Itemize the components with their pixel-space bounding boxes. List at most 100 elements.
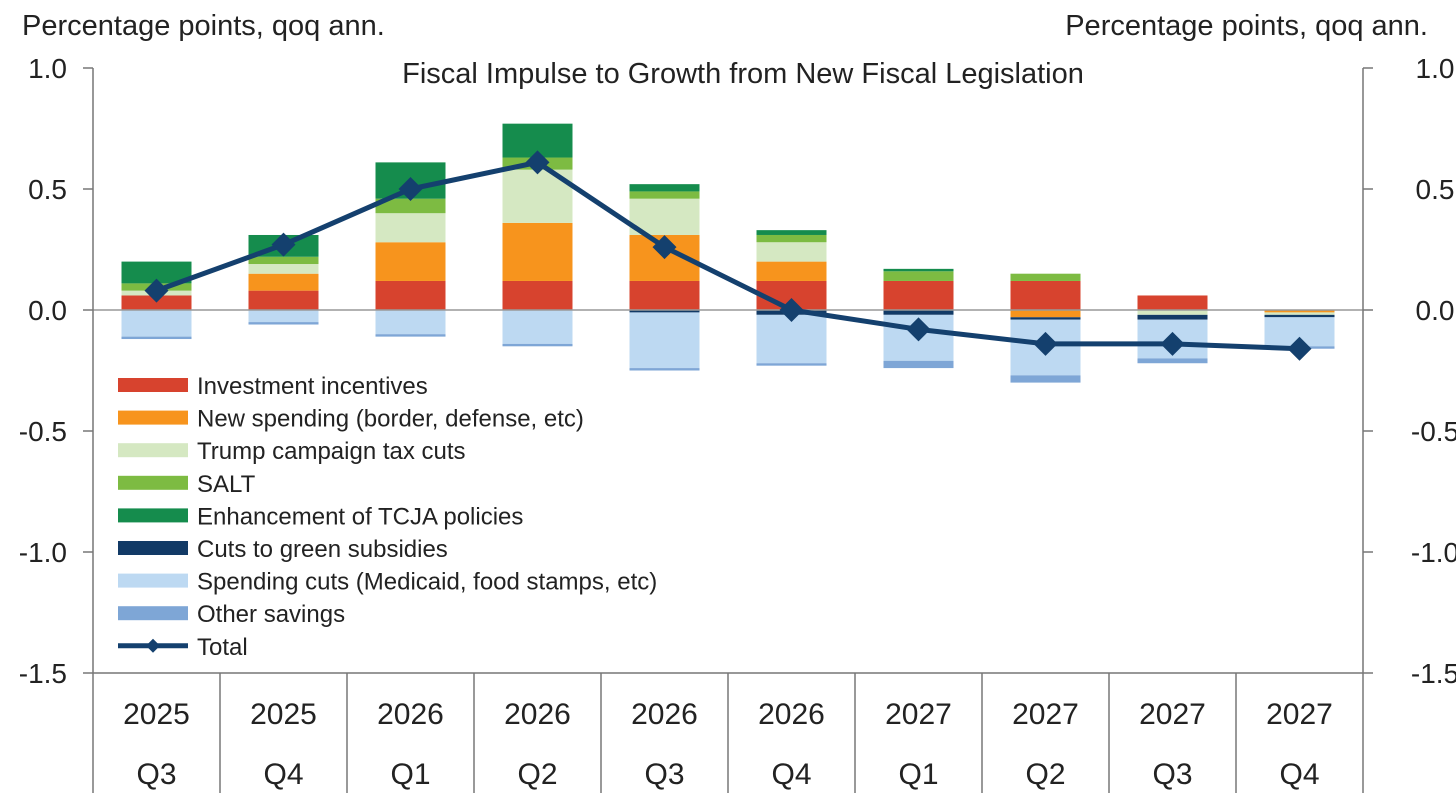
legend-label-salt: SALT — [197, 471, 256, 498]
x-tick-label-year: 2025 — [123, 698, 190, 731]
total-marker-2025-q4 — [271, 232, 296, 257]
bar-other-savings-2025-q4 — [248, 322, 319, 325]
x-tick-label-year: 2026 — [504, 698, 571, 731]
right-y-tick-label: 0.5 — [1416, 174, 1455, 205]
total-marker-2026-q4 — [779, 298, 804, 322]
right-y-tick-label: -0.5 — [1411, 416, 1456, 447]
bar-investment-incentives-2026-q3 — [629, 280, 700, 310]
bar-investment-incentives-2026-q2 — [502, 280, 573, 310]
chart-title: Fiscal Impulse to Growth from New Fiscal… — [402, 58, 1084, 90]
bar-spending-cuts-medicaid-food-stamps-etc-2025-q3 — [121, 310, 192, 337]
total-line — [155, 159, 1300, 352]
legend-swatch-salt — [118, 475, 188, 490]
total-marker-2027-q2 — [1033, 331, 1058, 356]
bar-cuts-to-green-subsidies-2027-q2 — [1010, 317, 1081, 320]
bar-spending-cuts-medicaid-food-stamps-etc-2026-q3 — [629, 312, 700, 369]
x-tick-label-year: 2026 — [758, 698, 825, 731]
legend-label-cuts-to-green-subsidies: Cuts to green subsidies — [197, 536, 448, 563]
right-y-tick-label: -1.5 — [1411, 658, 1456, 689]
x-tick-label-quarter: Q1 — [898, 758, 938, 791]
legend-label-new-spending-border-defense-etc: New spending (border, defense, etc) — [197, 406, 584, 433]
legend-swatch-other-savings — [118, 606, 188, 621]
bar-salt-2026-q3 — [629, 191, 700, 199]
legend-marker-total — [146, 638, 160, 653]
x-tick-label-year: 2026 — [631, 698, 698, 731]
total-marker-2027-q3 — [1160, 331, 1185, 356]
left-y-tick-label: 1.0 — [28, 53, 67, 84]
legend-swatch-cuts-to-green-subsidies — [118, 541, 188, 555]
left-axis-unit-label: Percentage points, qoq ann. — [22, 10, 385, 42]
right-axis-unit-label: Percentage points, qoq ann. — [1065, 10, 1428, 42]
bar-salt-2027-q1 — [883, 271, 954, 281]
legend-swatch-trump-campaign-tax-cuts — [118, 443, 188, 458]
bar-enhancement-of-tcja-policies-2025-q3 — [121, 261, 192, 284]
bar-other-savings-2026-q3 — [629, 368, 700, 371]
total-marker-2026-q2 — [525, 150, 550, 175]
bar-salt-2025-q4 — [248, 256, 319, 265]
legend-label-investment-incentives: Investment incentives — [197, 373, 428, 400]
legend-label-other-savings: Other savings — [197, 601, 345, 628]
left-y-tick-label: -1.5 — [19, 658, 67, 689]
right-y-tick-label: 0.0 — [1416, 295, 1455, 326]
legend-label-spending-cuts-medicaid-food-stamps-etc: Spending cuts (Medicaid, food stamps, et… — [197, 569, 657, 596]
bar-other-savings-2026-q4 — [756, 363, 827, 366]
bar-trump-campaign-tax-cuts-2027-q3 — [1137, 310, 1208, 315]
bar-spending-cuts-medicaid-food-stamps-etc-2026-q2 — [502, 310, 573, 344]
total-marker-2027-q4 — [1287, 336, 1312, 361]
legend-swatch-enhancement-of-tcja-policies — [118, 508, 188, 523]
total-marker-2027-q1 — [906, 317, 931, 342]
bar-other-savings-2025-q3 — [121, 336, 192, 340]
legend-label-total: Total — [197, 634, 248, 661]
x-tick-label-year: 2026 — [377, 698, 444, 731]
left-y-tick-label: 0.0 — [28, 295, 67, 326]
bar-salt-2026-q4 — [756, 234, 827, 243]
bar-other-savings-2026-q2 — [502, 343, 573, 347]
bar-trump-campaign-tax-cuts-2026-q1 — [375, 213, 446, 243]
x-tick-label-quarter: Q2 — [517, 758, 557, 791]
bar-spending-cuts-medicaid-food-stamps-etc-2025-q4 — [248, 310, 319, 323]
x-tick-label-year: 2027 — [1266, 698, 1333, 731]
bar-investment-incentives-2026-q1 — [375, 280, 446, 310]
bar-spending-cuts-medicaid-food-stamps-etc-2026-q4 — [756, 314, 827, 364]
x-tick-label-year: 2027 — [885, 698, 952, 731]
total-marker-2026-q3 — [652, 235, 677, 260]
x-tick-label-year: 2025 — [250, 698, 317, 731]
x-tick-label-quarter: Q4 — [771, 758, 811, 791]
bar-salt-2027-q2 — [1010, 273, 1081, 281]
bar-investment-incentives-2025-q3 — [121, 295, 192, 310]
bar-new-spending-border-defense-etc-2026-q1 — [375, 242, 446, 281]
bar-investment-incentives-2027-q1 — [883, 280, 954, 310]
total-line-layer — [144, 150, 1312, 361]
bar-other-savings-2027-q1 — [883, 360, 954, 369]
total-marker-2025-q3 — [144, 278, 169, 303]
bar-cuts-to-green-subsidies-2027-q1 — [883, 310, 954, 315]
bar-salt-2026-q1 — [375, 198, 446, 214]
bar-enhancement-of-tcja-policies-2026-q4 — [756, 230, 827, 235]
bar-investment-incentives-2027-q3 — [1137, 295, 1208, 310]
bar-cuts-to-green-subsidies-2026-q3 — [629, 310, 700, 313]
bar-trump-campaign-tax-cuts-2026-q4 — [756, 242, 827, 262]
bar-cuts-to-green-subsidies-2027-q4 — [1264, 314, 1335, 318]
x-tick-label-quarter: Q4 — [263, 758, 303, 791]
x-tick-label-quarter: Q3 — [644, 758, 684, 791]
total-marker-2026-q1 — [398, 177, 423, 201]
axes-layer: 1.0 1.0 0.5 0.5 0.0 0.0 -0.5 -0.5 -1.0 -1.0 -1.5 -1… — [19, 53, 1456, 793]
bar-trump-campaign-tax-cuts-2027-q4 — [1264, 312, 1335, 315]
x-tick-label-quarter: Q3 — [1152, 758, 1192, 791]
bar-new-spending-border-defense-etc-2027-q2 — [1010, 310, 1081, 318]
legend-label-trump-campaign-tax-cuts: Trump campaign tax cuts — [197, 438, 466, 465]
x-tick-label-quarter: Q4 — [1279, 758, 1319, 791]
x-tick-label-year: 2027 — [1012, 698, 1079, 731]
bar-new-spending-border-defense-etc-2025-q4 — [248, 273, 319, 291]
bar-other-savings-2027-q2 — [1010, 375, 1081, 383]
bar-investment-incentives-2025-q4 — [248, 290, 319, 310]
left-y-tick-label: -1.0 — [19, 537, 67, 568]
bar-cuts-to-green-subsidies-2027-q3 — [1137, 314, 1208, 320]
bar-new-spending-border-defense-etc-2026-q2 — [502, 222, 573, 281]
legend: Investment incentives New spending (borde… — [118, 373, 657, 661]
x-tick-label-quarter: Q3 — [136, 758, 176, 791]
bar-spending-cuts-medicaid-food-stamps-etc-2026-q1 — [375, 310, 446, 335]
legend-swatch-new-spending-border-defense-etc — [118, 410, 188, 425]
right-y-tick-label: -1.0 — [1411, 537, 1456, 568]
